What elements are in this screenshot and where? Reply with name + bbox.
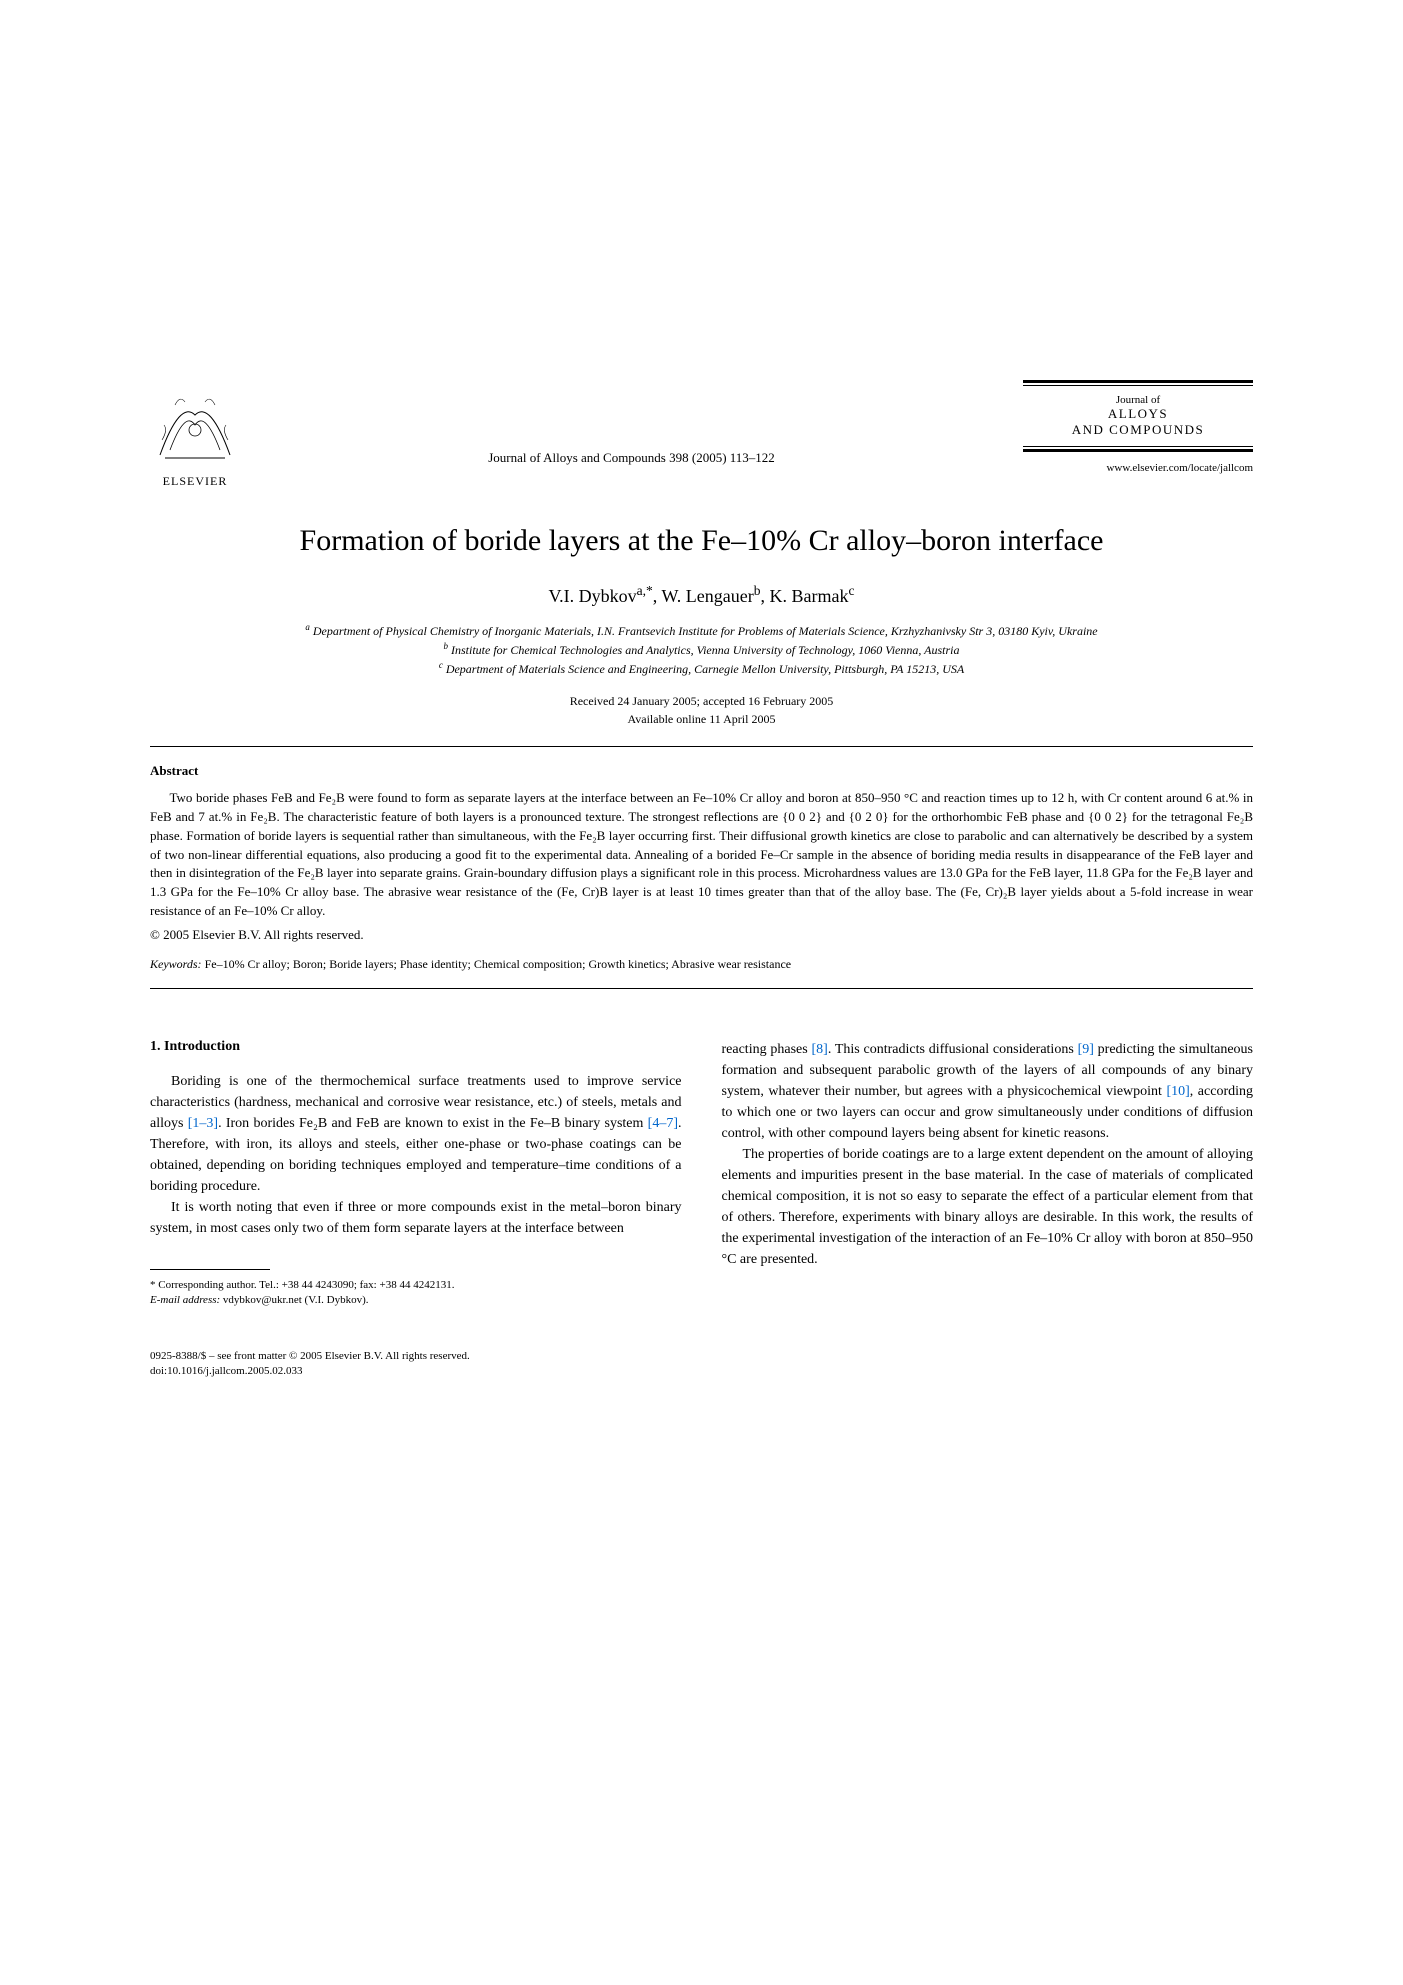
ref-link-9[interactable]: [9]: [1078, 1042, 1094, 1057]
ref-link-10[interactable]: [10]: [1166, 1084, 1189, 1099]
keywords-text: Fe–10% Cr alloy; Boron; Boride layers; P…: [205, 957, 792, 971]
affiliation-c: c Department of Materials Science and En…: [150, 659, 1253, 678]
issn-line: 0925-8388/$ – see front matter © 2005 El…: [150, 1349, 682, 1364]
corresponding-author-footnote: * Corresponding author. Tel.: +38 44 424…: [150, 1278, 682, 1293]
abstract-heading: Abstract: [150, 763, 1253, 779]
affiliations: a Department of Physical Chemistry of In…: [150, 621, 1253, 678]
keywords-label: Keywords:: [150, 957, 202, 971]
email-label: E-mail address:: [150, 1294, 220, 1306]
affiliation-b: b Institute for Chemical Technologies an…: [150, 640, 1253, 659]
journal-of-label: Journal of: [1023, 394, 1253, 406]
online-date: Available online 11 April 2005: [150, 710, 1253, 728]
email-footnote: E-mail address: vdybkov@ukr.net (V.I. Dy…: [150, 1293, 682, 1308]
header-row: ELSEVIER Journal of Alloys and Compounds…: [150, 380, 1253, 489]
ref-link-8[interactable]: [8]: [811, 1042, 827, 1057]
left-column: 1. Introduction Boriding is one of the t…: [150, 1039, 682, 1380]
journal-reference: Journal of Alloys and Compounds 398 (200…: [240, 450, 1023, 466]
publisher-name: ELSEVIER: [163, 474, 228, 489]
article-title: Formation of boride layers at the Fe–10%…: [150, 524, 1253, 558]
abstract-text: Two boride phases FeB and Fe₂B were foun…: [150, 789, 1253, 921]
journal-box-container: Journal of ALLOYSAND COMPOUNDS www.elsev…: [1023, 380, 1253, 474]
section-1-heading: 1. Introduction: [150, 1039, 682, 1055]
intro-paragraph-2: It is worth noting that even if three or…: [150, 1197, 682, 1239]
journal-url: www.elsevier.com/locate/jallcom: [1023, 462, 1253, 474]
footer-info: 0925-8388/$ – see front matter © 2005 El…: [150, 1349, 682, 1380]
ref-link-4-7[interactable]: [4–7]: [648, 1116, 678, 1131]
authors: V.I. Dybkova,*, W. Lengauerb, K. Barmakc: [150, 583, 1253, 607]
divider-bottom: [150, 988, 1253, 989]
journal-name: ALLOYSAND COMPOUNDS: [1023, 406, 1253, 438]
journal-box-bottom-rule: [1023, 446, 1253, 452]
ref-link-1-3[interactable]: [1–3]: [188, 1116, 218, 1131]
received-date: Received 24 January 2005; accepted 16 Fe…: [150, 692, 1253, 710]
doi-line: doi:10.1016/j.jallcom.2005.02.033: [150, 1364, 682, 1379]
journal-box-top-rule: [1023, 380, 1253, 386]
keywords: Keywords: Fe–10% Cr alloy; Boron; Boride…: [150, 957, 1253, 972]
journal-box: Journal of ALLOYSAND COMPOUNDS: [1023, 380, 1253, 452]
intro-paragraph-3: reacting phases [8]. This contradicts di…: [722, 1039, 1254, 1144]
elsevier-logo: [150, 380, 240, 470]
right-column: reacting phases [8]. This contradicts di…: [722, 1039, 1254, 1380]
publisher-block: ELSEVIER: [150, 380, 240, 489]
divider-top: [150, 746, 1253, 747]
intro-paragraph-4: The properties of boride coatings are to…: [722, 1144, 1254, 1270]
article-dates: Received 24 January 2005; accepted 16 Fe…: [150, 692, 1253, 728]
affiliation-a: a Department of Physical Chemistry of In…: [150, 621, 1253, 640]
footnote-separator: [150, 1269, 270, 1270]
abstract-copyright: © 2005 Elsevier B.V. All rights reserved…: [150, 927, 1253, 943]
two-column-body: 1. Introduction Boriding is one of the t…: [150, 1039, 1253, 1380]
intro-paragraph-1: Boriding is one of the thermochemical su…: [150, 1071, 682, 1197]
email-value: vdybkov@ukr.net (V.I. Dybkov).: [223, 1294, 369, 1306]
